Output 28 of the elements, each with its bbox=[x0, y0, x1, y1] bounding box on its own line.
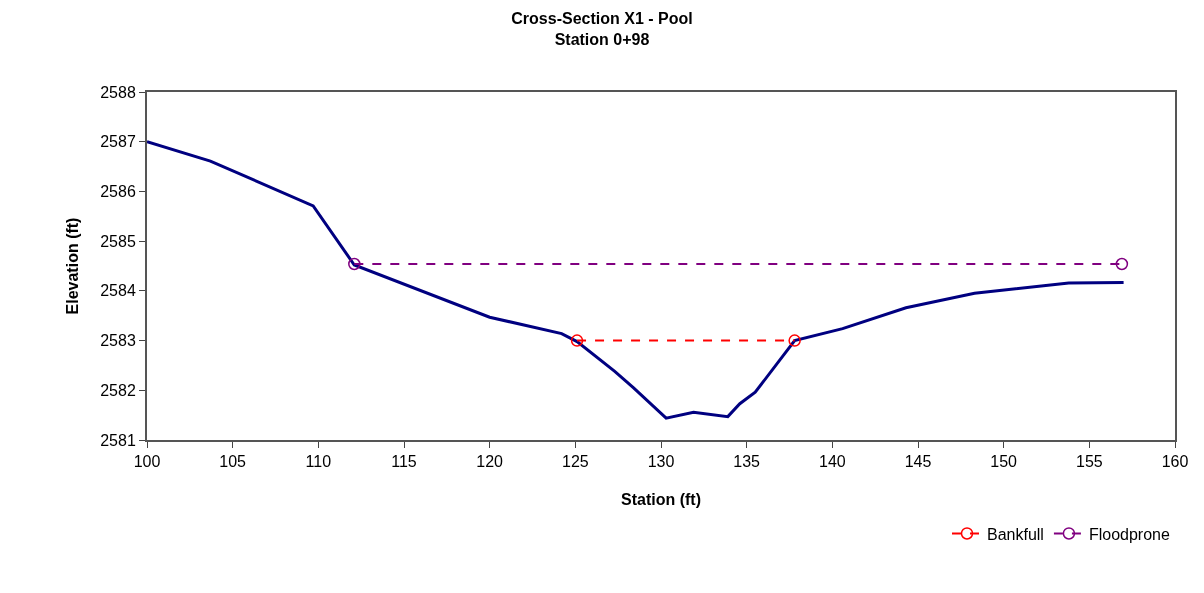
line-series bbox=[147, 140, 1126, 420]
x-tick-label: 135 bbox=[733, 453, 761, 471]
y-tick-label: 2581 bbox=[100, 431, 136, 449]
y-tick-label: 2583 bbox=[100, 332, 136, 350]
y-tick-label: 2586 bbox=[100, 183, 136, 201]
x-tick-label: 100 bbox=[133, 453, 161, 471]
y-axis-title: Elevation (ft) bbox=[63, 217, 81, 315]
x-tick-label: 105 bbox=[219, 453, 247, 471]
x-tick-label: 145 bbox=[904, 453, 932, 471]
y-tick-label: 2584 bbox=[100, 282, 136, 300]
x-tick-label: 110 bbox=[305, 453, 332, 471]
x-axis-title: Station (ft) bbox=[621, 491, 701, 509]
legend-label: Bankfull bbox=[987, 525, 1044, 543]
x-tick-label: 125 bbox=[561, 453, 589, 471]
x-tick-label: 115 bbox=[391, 453, 417, 471]
x-tick-label: 160 bbox=[1161, 453, 1189, 471]
chart-subtitle: Station 0+98 bbox=[554, 30, 650, 48]
y-tick-label: 2587 bbox=[100, 133, 136, 151]
chart-title: Cross-Section X1 - Pool bbox=[511, 9, 693, 27]
x-tick-label: 155 bbox=[1075, 453, 1103, 471]
y-tick-label: 2585 bbox=[100, 232, 136, 250]
y-tick-label: 2582 bbox=[100, 381, 136, 399]
x-tick-label: 140 bbox=[818, 453, 846, 471]
legend-label: Floodprone bbox=[1088, 525, 1170, 543]
y-tick-label: 2588 bbox=[100, 83, 136, 101]
x-tick-label: 120 bbox=[476, 453, 504, 471]
x-tick-label: 150 bbox=[990, 453, 1018, 471]
x-tick-label: 130 bbox=[647, 453, 675, 471]
